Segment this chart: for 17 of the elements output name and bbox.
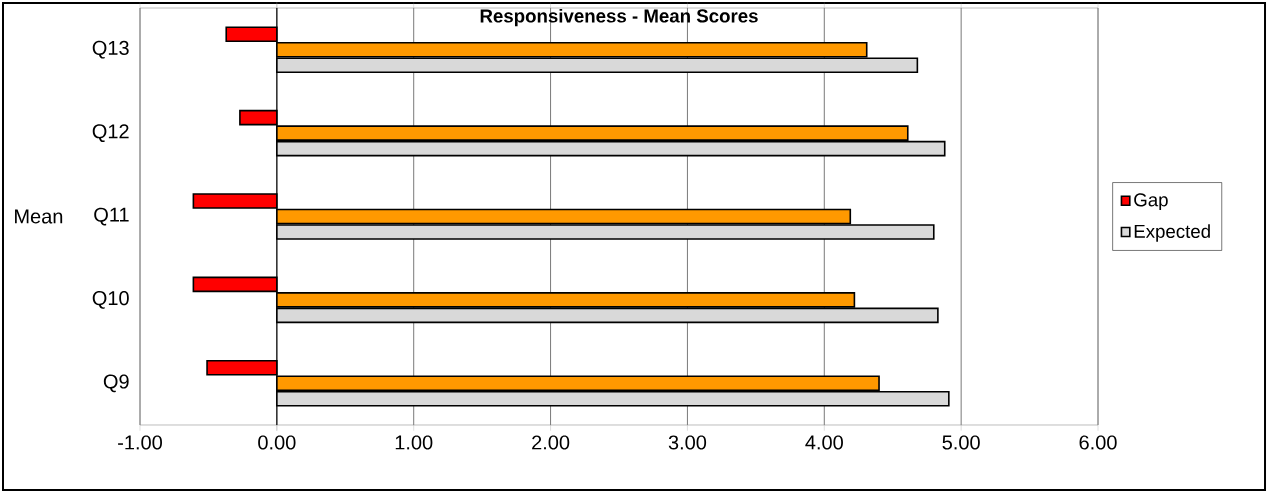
x-tick-label: 5.00 — [942, 435, 980, 450]
y-axis-title: Mean — [15, 209, 63, 224]
x-tick-label: 2.00 — [532, 435, 570, 450]
y-tick-label: Q9 — [103, 374, 129, 393]
x-tick-label: 1.00 — [395, 435, 433, 450]
legend-label: Gap — [1134, 193, 1168, 211]
y-tick-label: Q10 — [92, 291, 129, 309]
chart-title: Responsiveness - Mean Scores — [480, 8, 758, 27]
x-tick-label: -1.00 — [118, 435, 162, 450]
y-tick-label: Q13 — [92, 40, 129, 59]
y-tick-label: Q12 — [92, 124, 129, 142]
legend-label: Expected — [1134, 224, 1210, 242]
y-tick-label: Q11 — [94, 207, 129, 226]
x-tick-label: 3.00 — [668, 435, 707, 450]
x-tick-label: 4.00 — [805, 435, 843, 450]
x-tick-label: 0.00 — [258, 435, 296, 450]
x-tick-label: 6.00 — [1079, 435, 1117, 450]
